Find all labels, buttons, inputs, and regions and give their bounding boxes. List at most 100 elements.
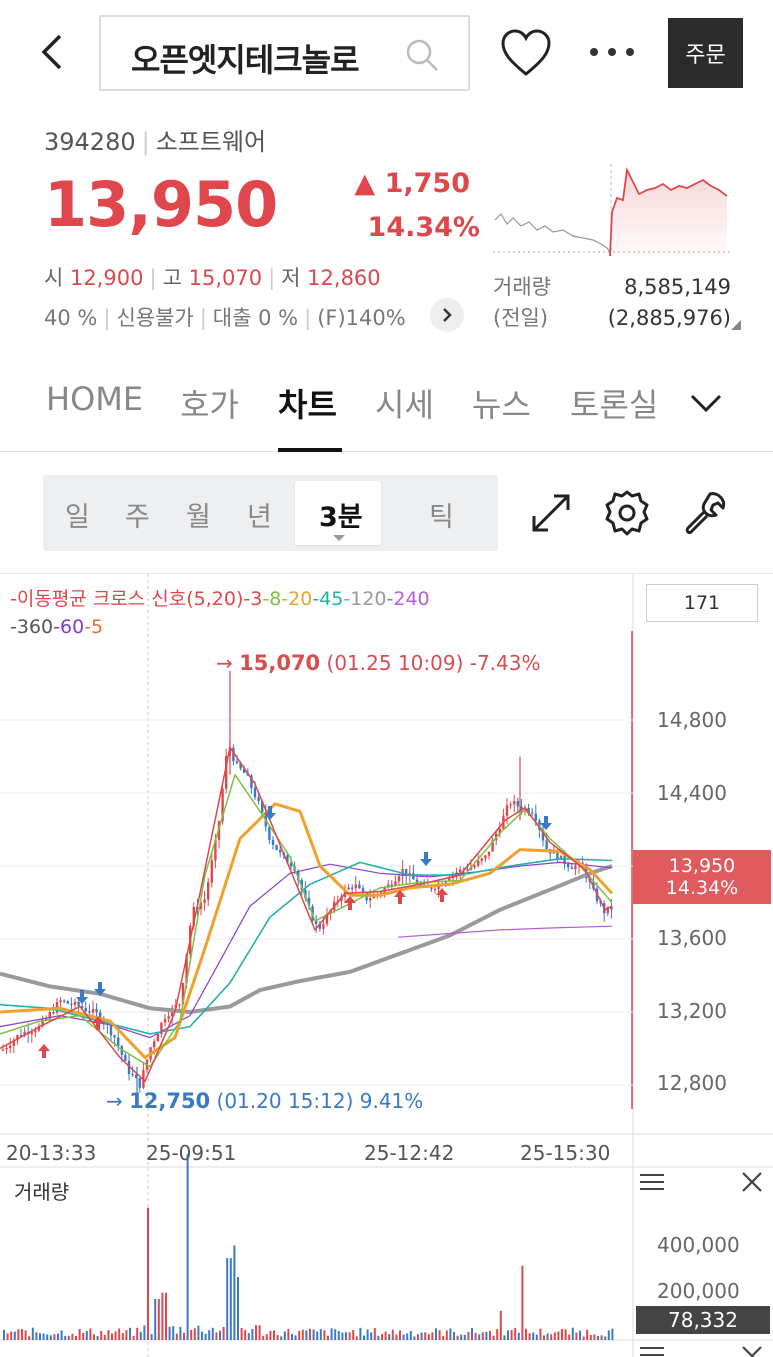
candle-body: [559, 855, 563, 860]
candle-body: [271, 839, 275, 846]
tab-chart[interactable]: 차트: [278, 386, 337, 424]
candle-count-box[interactable]: 171: [646, 584, 758, 622]
caret-down-icon: [333, 535, 345, 541]
volume-bar: [478, 1334, 481, 1340]
volume-bar: [330, 1328, 333, 1340]
volume-bar: [229, 1258, 232, 1340]
volume-bar: [136, 1327, 139, 1340]
volume-bar: [589, 1334, 592, 1340]
chevron-down-icon[interactable]: [688, 388, 724, 418]
candle-body: [9, 1045, 12, 1048]
period-tick[interactable]: 틱: [429, 502, 454, 533]
open-high-low: 시 12,900 | 고 15,070 | 저 12,860: [44, 266, 381, 290]
settings-gear-icon[interactable]: [602, 488, 652, 538]
back-arrow-icon[interactable]: [30, 30, 74, 74]
close-icon[interactable]: [741, 1345, 763, 1357]
legend-item: -5: [84, 616, 104, 638]
favorite-heart-icon[interactable]: [500, 28, 552, 80]
candle-body: [63, 1000, 66, 1002]
candle-body: [185, 954, 188, 984]
candle-body: [448, 878, 451, 881]
volume-bar: [467, 1332, 470, 1340]
period-year[interactable]: 년: [247, 502, 272, 533]
volume-bar: [57, 1333, 59, 1340]
legend-item: -60: [53, 616, 85, 638]
expand-corner-icon[interactable]: [731, 320, 741, 330]
volume-bar: [46, 1334, 49, 1340]
volume-bar: [597, 1335, 599, 1340]
volume-bar: [535, 1334, 538, 1340]
expand-icon[interactable]: [526, 488, 576, 538]
tab-forum[interactable]: 토론실: [570, 386, 659, 424]
candle-body: [556, 850, 559, 860]
period-week[interactable]: 주: [125, 502, 150, 533]
candle-body: [351, 887, 354, 889]
candle-body: [37, 1025, 41, 1031]
close-icon[interactable]: [741, 1171, 763, 1193]
volume-values: 8,585,149 (2,885,976): [608, 272, 731, 334]
tab-news[interactable]: 뉴스: [472, 386, 531, 424]
volume-bar: [564, 1329, 567, 1340]
candle-body: [325, 914, 329, 925]
period-3min[interactable]: 3분: [295, 481, 381, 545]
chart-panel[interactable]: -이동평균 크로스 신호(5,20)-3-8-20-45-120-240 -36…: [0, 573, 773, 1357]
period-day[interactable]: 일: [65, 502, 90, 533]
candle-body: [221, 788, 224, 822]
candle-body: [610, 906, 613, 910]
volume-bar: [132, 1335, 135, 1340]
search-icon[interactable]: [404, 37, 440, 73]
candle-body: [444, 880, 447, 885]
volume-bar: [449, 1328, 452, 1340]
x-tick: 25-12:42: [364, 1141, 455, 1165]
volume-bar: [593, 1334, 596, 1340]
wrench-icon[interactable]: [680, 488, 730, 538]
volume-bar: [269, 1330, 272, 1340]
volume-bar: [345, 1332, 347, 1340]
volume-bar: [561, 1328, 563, 1340]
period-selector: 일 주 월 년 3분 틱: [43, 475, 498, 551]
period-month[interactable]: 월: [186, 502, 211, 533]
tab-price[interactable]: 시세: [375, 386, 434, 424]
volume-bar: [197, 1325, 200, 1340]
volume-bar: [453, 1331, 455, 1340]
volume-bar: [107, 1330, 110, 1340]
y-tick: 12,800: [657, 1071, 727, 1095]
volume-bar: [6, 1333, 9, 1340]
volume-bar: [39, 1333, 41, 1340]
volume-bar: [172, 1326, 175, 1340]
tab-home[interactable]: HOME: [46, 380, 144, 418]
tab-orderbook[interactable]: 호가: [180, 386, 239, 424]
sell-signal-arrow: [76, 990, 88, 1004]
ma-8-line: [0, 774, 613, 1068]
candlestick-chart[interactable]: [0, 574, 773, 1357]
volume-bar: [258, 1325, 261, 1340]
volume-bar: [179, 1326, 182, 1340]
volume-bar: [489, 1330, 491, 1340]
menu-icon[interactable]: [640, 1173, 664, 1191]
candle-body: [570, 867, 573, 869]
prev-volume: (2,885,976): [607, 306, 731, 330]
candle-body: [66, 1001, 69, 1004]
candle-body: [253, 787, 257, 798]
volume-bar: [532, 1332, 535, 1340]
order-button[interactable]: 주문: [668, 18, 743, 88]
volume-bar: [21, 1329, 23, 1340]
volume-bar: [503, 1335, 506, 1340]
search-input[interactable]: 오픈엣지테크놀로: [99, 15, 470, 91]
volume-bar: [165, 1292, 167, 1340]
info-more-button[interactable]: [430, 298, 464, 332]
candle-body: [127, 1060, 131, 1075]
candle-body: [178, 1004, 181, 1006]
more-options-icon[interactable]: [586, 36, 638, 68]
legend-item: -20: [281, 588, 313, 610]
candle-body: [394, 881, 397, 886]
candle-body: [286, 855, 289, 864]
candle-body: [52, 1012, 55, 1014]
volume-bar: [100, 1330, 103, 1340]
volume-bar: [359, 1327, 362, 1340]
menu-icon[interactable]: [640, 1346, 664, 1357]
ma-legend-line2: -360-60-5: [10, 616, 103, 638]
intraday-mini-chart[interactable]: [493, 160, 731, 260]
candle-body: [297, 871, 300, 880]
candle-body: [48, 1012, 51, 1019]
